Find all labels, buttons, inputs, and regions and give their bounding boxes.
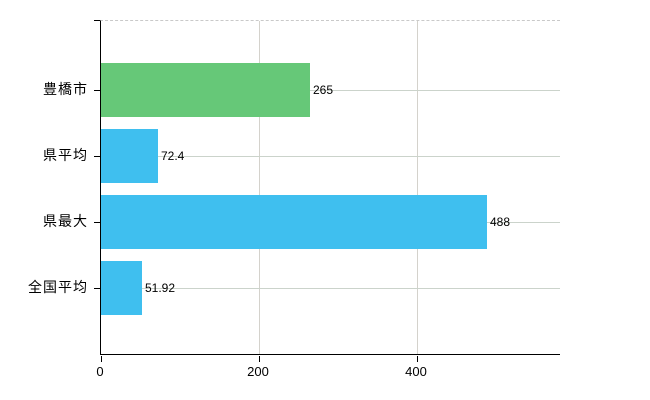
- bar-4: [101, 261, 142, 315]
- vertical-gridline: [259, 21, 260, 354]
- bar-value-label: 265: [313, 83, 334, 97]
- y-axis-tick: [94, 90, 100, 91]
- bar-value-label: 72.4: [161, 149, 185, 163]
- horizontal-gridline: [101, 288, 560, 289]
- bar-value-label: 51.92: [145, 281, 176, 295]
- y-axis-tick: [94, 288, 100, 289]
- horizontal-gridline: [101, 90, 560, 91]
- x-tick-label: 400: [405, 364, 427, 379]
- x-tick-label: 0: [96, 364, 104, 379]
- category-label: 県最大: [43, 213, 88, 229]
- category-label: 豊橋市: [43, 81, 88, 97]
- x-axis-tick: [259, 356, 260, 362]
- bar-2: [101, 129, 158, 183]
- x-axis-tick: [101, 356, 102, 362]
- horizontal-gridline: [101, 156, 560, 157]
- bar-3: [101, 195, 487, 249]
- plot-area: 265 72.4 488 51.92: [94, 20, 560, 362]
- y-axis-tick: [94, 222, 100, 223]
- bar-value-label: 488: [490, 215, 511, 229]
- x-tick-label: 200: [247, 364, 269, 379]
- category-label: 県平均: [43, 147, 88, 163]
- y-axis-tick: [94, 156, 100, 157]
- vertical-gridline: [417, 21, 418, 354]
- y-axis-top-tick: [94, 20, 100, 21]
- category-label: 全国平均: [28, 279, 88, 295]
- bar-1: [101, 63, 310, 117]
- x-axis-tick: [417, 356, 418, 362]
